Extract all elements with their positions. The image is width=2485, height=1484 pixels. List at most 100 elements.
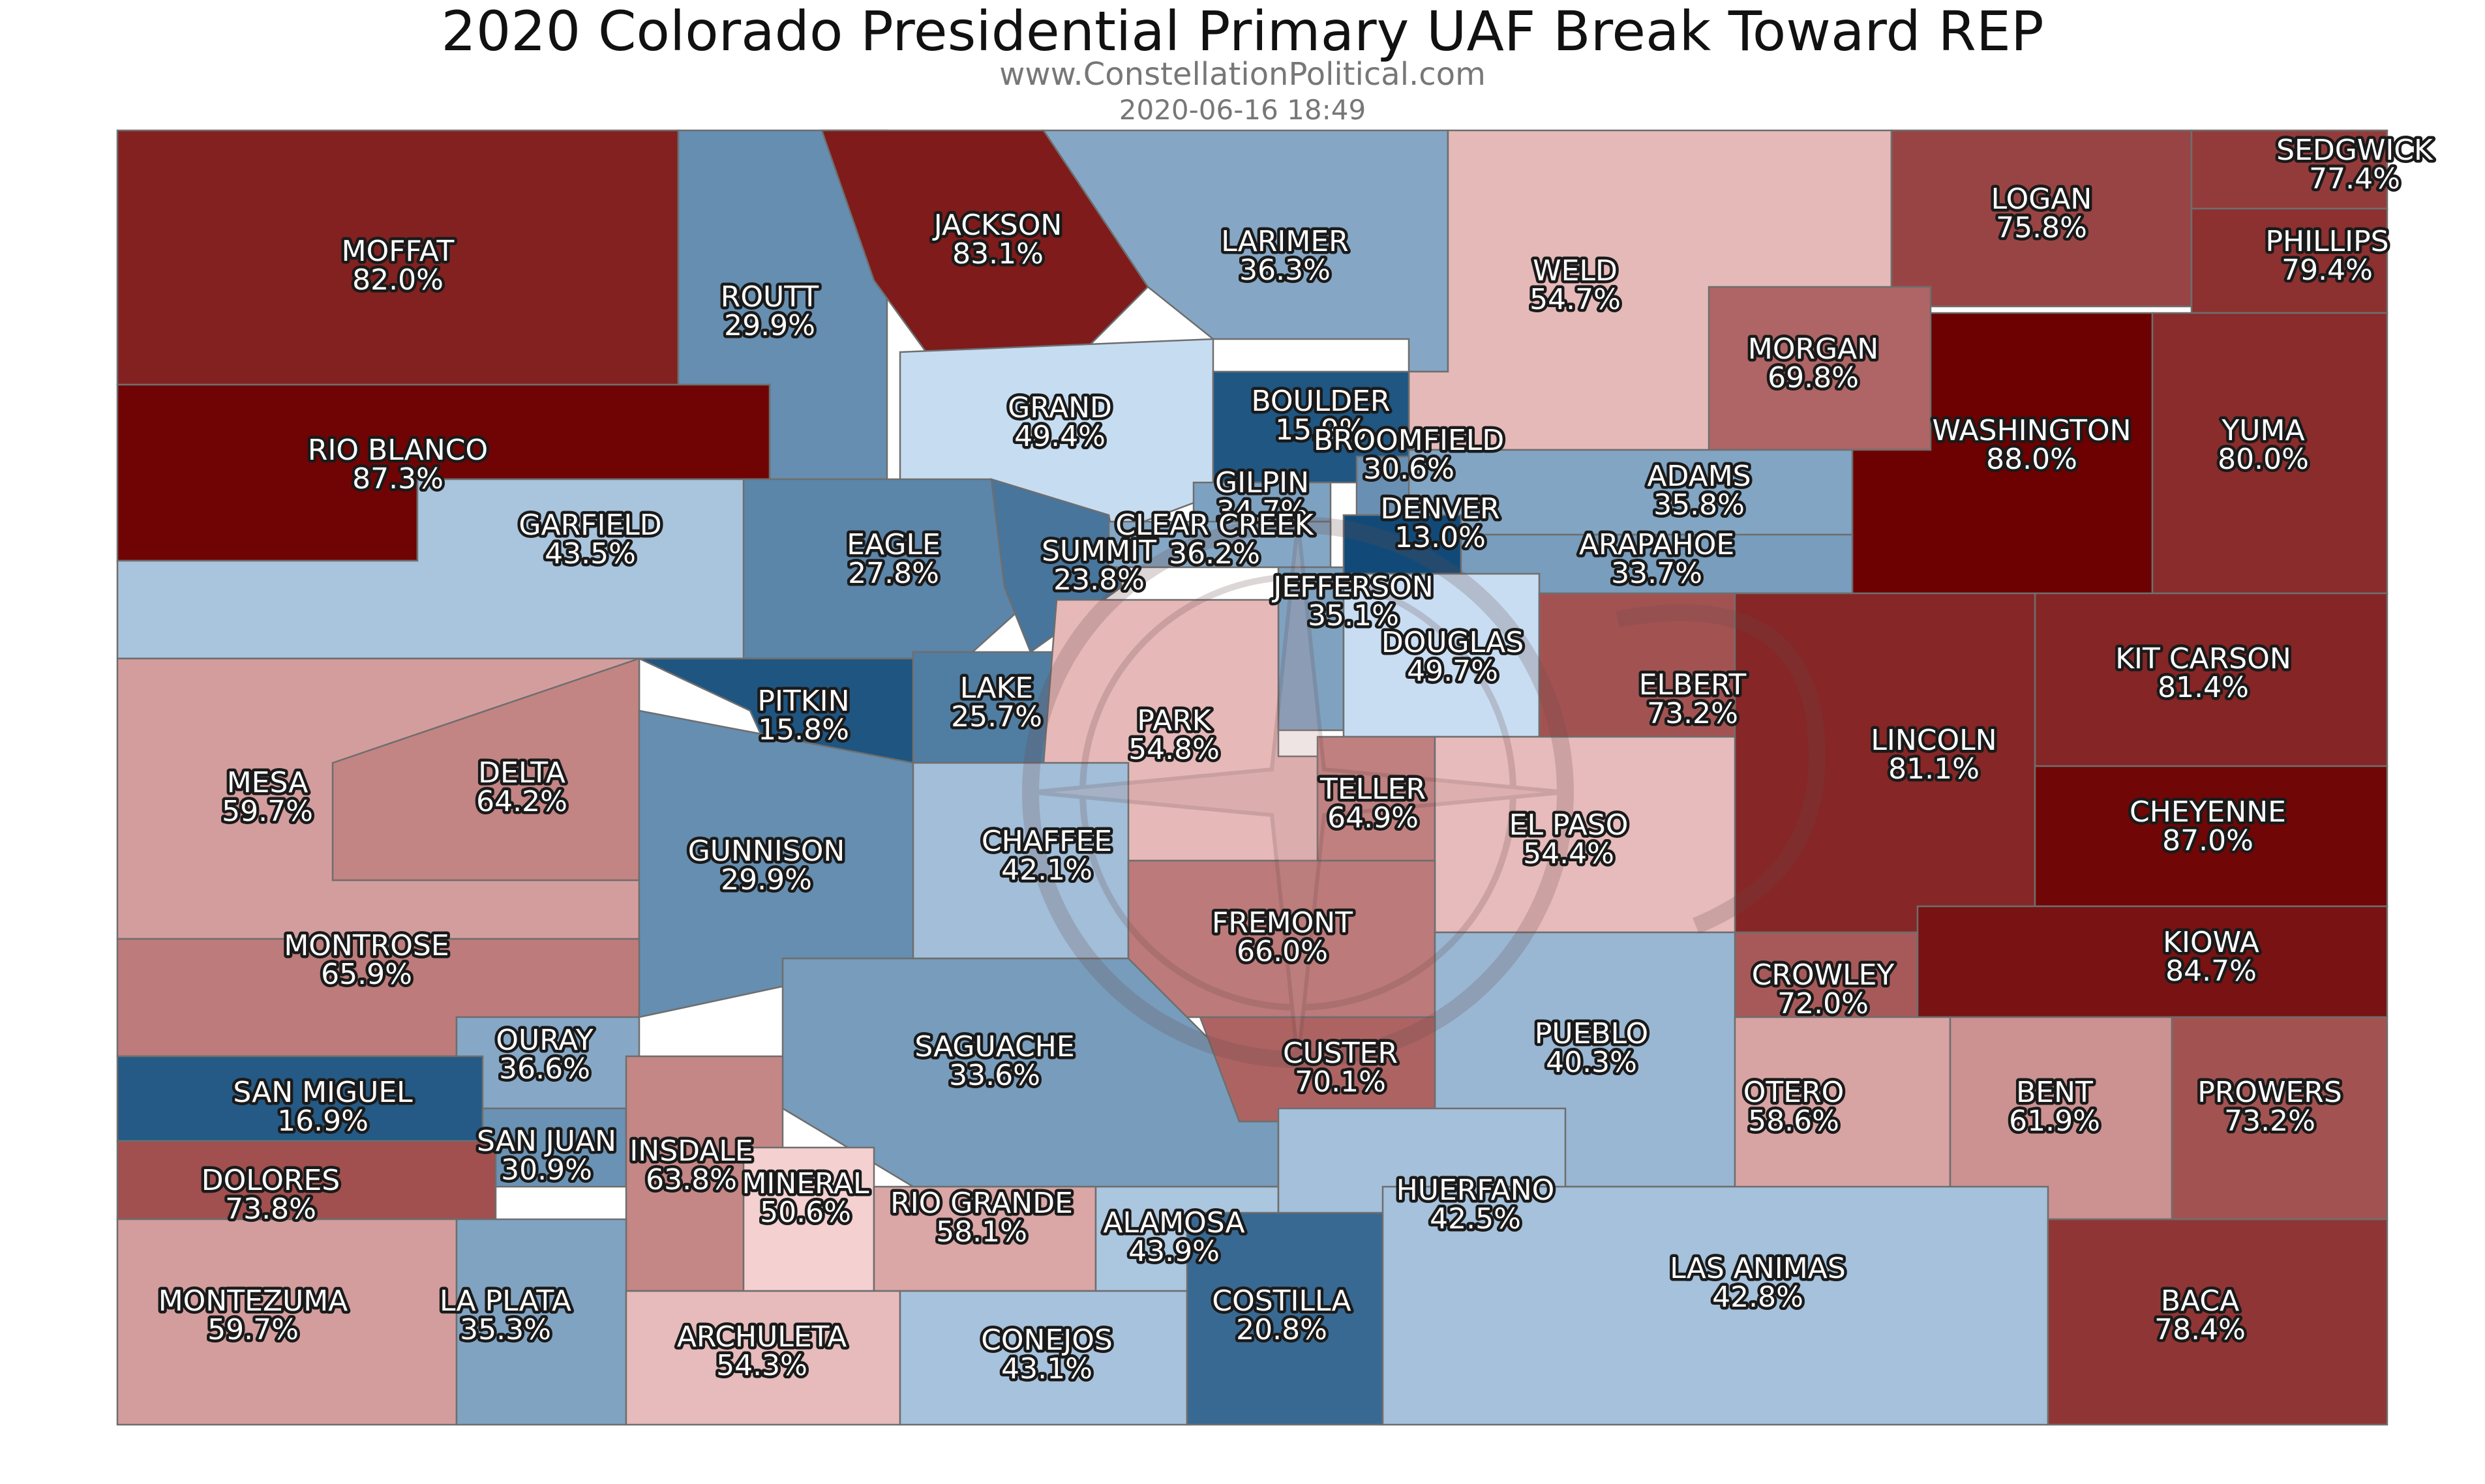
county-label-eagle: EAGLE 27.8%	[847, 528, 941, 590]
county-value: 88.0%	[1986, 443, 2077, 476]
county-label-fremont: FREMONT 66.0%	[1212, 906, 1353, 968]
county-label-routt: ROUTT 29.9%	[721, 280, 819, 342]
county-label-morgan: MORGAN 69.8%	[1748, 333, 1878, 394]
county-label-arapahoe: ARAPAHOE 33.7%	[1579, 528, 1734, 590]
county-name: SEDGWICK	[2276, 134, 2433, 167]
county-name: MONTEZUMA	[158, 1284, 348, 1318]
county-value: 34.7%	[1216, 495, 1308, 528]
county-label-gunnison: GUNNISON 29.9%	[688, 835, 845, 897]
county-label-ouray: OURAY 36.6%	[496, 1024, 593, 1086]
county-name: MINERAL	[742, 1167, 869, 1200]
county-label-clear-creek: CLEAR CREEK 36.2%	[1115, 509, 1314, 571]
county-name: EL PASO	[1509, 809, 1629, 842]
county-value: 64.2%	[476, 785, 567, 818]
county-label-kit-carson: KIT CARSON 81.4%	[2115, 642, 2291, 704]
county-name: PUEBLO	[1535, 1017, 1648, 1050]
county-value: 23.8%	[1053, 563, 1145, 597]
county-label-washington: WASHINGTON 88.0%	[1932, 414, 2131, 476]
county-value: 63.8%	[646, 1163, 737, 1196]
county-label-el-paso: EL PASO 54.4%	[1509, 809, 1629, 870]
county-value: 33.6%	[949, 1059, 1040, 1092]
county-label-prowers: PROWERS 73.2%	[2197, 1076, 2342, 1138]
county-name: ADAMS	[1647, 460, 1751, 493]
county-label-archuleta: ARCHULETA 54.3%	[677, 1320, 847, 1382]
county-value: 87.0%	[2162, 824, 2253, 857]
county-label-la-plata: LA PLATA 35.3%	[440, 1284, 571, 1346]
county-name: DOUGLAS	[1381, 626, 1524, 659]
county-label-costilla: COSTILLA 20.8%	[1212, 1284, 1351, 1346]
county-label-denver: DENVER 13.0%	[1380, 492, 1499, 554]
county-value: 59.7%	[207, 1313, 299, 1346]
county-name: RIO GRANDE	[890, 1187, 1073, 1220]
county-value: 54.4%	[1523, 837, 1614, 870]
county-value: 15.9%	[1275, 413, 1366, 447]
county-name: BENT	[2016, 1076, 2093, 1109]
county-value: 54.7%	[1529, 283, 1621, 316]
map-title: 2020 Colorado Presidential Primary UAF B…	[441, 0, 2044, 63]
county-label-las-animas: LAS ANIMAS 42.8%	[1670, 1252, 1846, 1314]
county-value: 72.0%	[1777, 987, 1869, 1020]
county-name: EAGLE	[847, 528, 941, 561]
county-name: GILPIN	[1215, 466, 1309, 499]
county-label-adams: ADAMS 35.8%	[1647, 460, 1751, 522]
county-value: 69.8%	[1768, 361, 1859, 394]
county-kiowa	[1916, 905, 2388, 1018]
county-name: PHILLIPS	[2265, 225, 2388, 258]
county-value: 80.0%	[2218, 443, 2309, 476]
timestamp-label: 2020-06-16 18:49	[1119, 94, 1366, 126]
county-name: ARCHULETA	[677, 1320, 847, 1354]
county-value: 43.1%	[1001, 1352, 1092, 1386]
county-label-san-juan: SAN JUAN 30.9%	[477, 1125, 616, 1187]
county-value: 30.6%	[1363, 453, 1454, 486]
county-value: 59.7%	[222, 795, 313, 828]
county-value: 20.8%	[1236, 1313, 1327, 1346]
county-value: 87.3%	[352, 462, 444, 496]
county-label-chaffee: CHAFFEE 42.1%	[982, 825, 1112, 887]
county-label-kiowa: KIOWA 84.7%	[2163, 926, 2259, 988]
county-value: 64.9%	[1327, 801, 1419, 835]
county-label-summit: SUMMIT 23.8%	[1042, 535, 1156, 597]
county-label-lake: LAKE 25.7%	[951, 672, 1042, 734]
county-eagle	[742, 478, 1032, 660]
county-value: 27.8%	[848, 557, 939, 590]
county-value: 77.4%	[2309, 162, 2400, 196]
county-value: 54.3%	[716, 1349, 807, 1382]
county-value: 65.9%	[321, 958, 412, 991]
county-value: 83.1%	[952, 237, 1044, 271]
county-label-elbert: ELBERT 73.2%	[1639, 668, 1747, 730]
county-value: 43.9%	[1128, 1235, 1220, 1268]
county-value: 40.3%	[1546, 1046, 1637, 1079]
county-value: 82.0%	[352, 263, 444, 297]
county-name: COSTILLA	[1212, 1284, 1351, 1318]
county-value: 81.4%	[2158, 671, 2249, 704]
county-name: WELD	[1533, 254, 1618, 288]
county-name: SAN JUAN	[477, 1125, 616, 1158]
county-name: DOLORES	[202, 1164, 340, 1197]
county-value: 25.7%	[951, 700, 1042, 734]
county-label-jefferson: JEFFERSON 35.1%	[1271, 571, 1433, 632]
county-name: FREMONT	[1212, 906, 1353, 940]
county-value: 81.1%	[1888, 752, 1980, 786]
county-value: 54.8%	[1128, 733, 1220, 766]
county-label-weld: WELD 54.7%	[1529, 254, 1621, 316]
county-label-otero: OTERO 58.6%	[1743, 1076, 1845, 1138]
county-name: SAGUACHE	[914, 1030, 1074, 1063]
county-name: INSDALE	[629, 1135, 753, 1168]
county-label-rio-blanco: RIO BLANCO 87.3%	[308, 434, 488, 496]
county-name: DELTA	[478, 756, 565, 790]
county-value: 78.4%	[2154, 1313, 2246, 1346]
county-name: GUNNISON	[688, 835, 845, 868]
county-value: 13.0%	[1394, 521, 1486, 554]
county-value: 43.5%	[545, 537, 636, 571]
county-label-larimer: LARIMER 36.3%	[1221, 225, 1349, 287]
county-name: SAN MIGUEL	[233, 1076, 413, 1109]
county-value: 75.8%	[1996, 211, 2087, 245]
county-name: LAKE	[960, 672, 1033, 705]
county-value: 50.6%	[760, 1196, 851, 1229]
county-label-delta: DELTA 64.2%	[476, 756, 567, 818]
county-name: GRAND	[1008, 391, 1112, 424]
county-value: 61.9%	[2009, 1105, 2100, 1138]
county-label-huerfano: HUERFANO 42.5%	[1396, 1174, 1555, 1236]
county-value: 66.0%	[1237, 935, 1328, 968]
county-name: MESA	[227, 766, 309, 799]
